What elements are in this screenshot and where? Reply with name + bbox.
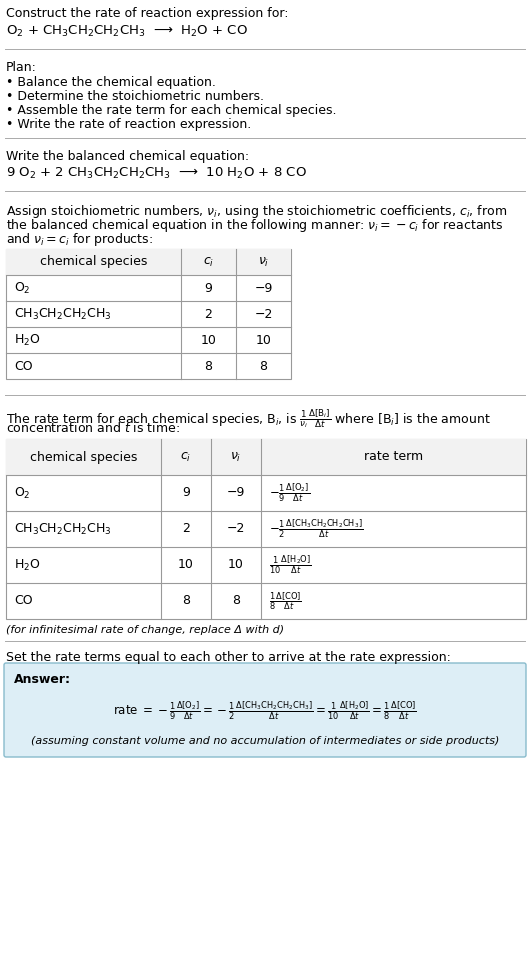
Text: O$_2$: O$_2$ xyxy=(14,280,31,296)
Text: 2: 2 xyxy=(182,522,190,536)
Text: 9: 9 xyxy=(205,281,213,295)
Text: CH$_3$CH$_2$CH$_2$CH$_3$: CH$_3$CH$_2$CH$_2$CH$_3$ xyxy=(14,306,112,321)
Text: $\frac{1}{10}\frac{\Delta[\mathrm{H_2O}]}{\Delta t}$: $\frac{1}{10}\frac{\Delta[\mathrm{H_2O}]… xyxy=(269,553,312,576)
Text: • Write the rate of reaction expression.: • Write the rate of reaction expression. xyxy=(6,118,251,131)
Text: rate term: rate term xyxy=(364,451,423,464)
Text: • Balance the chemical equation.: • Balance the chemical equation. xyxy=(6,76,216,89)
Text: CO: CO xyxy=(14,359,33,373)
Text: Assign stoichiometric numbers, $\nu_i$, using the stoichiometric coefficients, $: Assign stoichiometric numbers, $\nu_i$, … xyxy=(6,203,507,220)
Text: 8: 8 xyxy=(260,359,268,373)
Text: $\nu_i$: $\nu_i$ xyxy=(258,256,269,268)
Text: $c_i$: $c_i$ xyxy=(203,256,214,268)
Bar xyxy=(6,249,291,275)
Text: chemical species: chemical species xyxy=(30,451,137,464)
Text: concentration and $t$ is time:: concentration and $t$ is time: xyxy=(6,421,180,435)
Text: Set the rate terms equal to each other to arrive at the rate expression:: Set the rate terms equal to each other t… xyxy=(6,651,451,664)
Text: (for infinitesimal rate of change, replace Δ with d): (for infinitesimal rate of change, repla… xyxy=(6,625,284,635)
Bar xyxy=(6,439,526,619)
Text: $-\frac{1}{9}\frac{\Delta[\mathrm{O_2}]}{\Delta t}$: $-\frac{1}{9}\frac{\Delta[\mathrm{O_2}]}… xyxy=(269,482,310,505)
Text: −9: −9 xyxy=(227,486,245,500)
Text: CH$_3$CH$_2$CH$_2$CH$_3$: CH$_3$CH$_2$CH$_2$CH$_3$ xyxy=(14,521,112,537)
Text: Write the balanced chemical equation:: Write the balanced chemical equation: xyxy=(6,150,249,163)
Text: H$_2$O: H$_2$O xyxy=(14,557,41,573)
Text: the balanced chemical equation in the following manner: $\nu_i = -c_i$ for react: the balanced chemical equation in the fo… xyxy=(6,217,503,234)
Bar xyxy=(6,439,526,475)
Text: O$_2$: O$_2$ xyxy=(14,485,31,501)
Text: 2: 2 xyxy=(205,307,213,320)
Text: 10: 10 xyxy=(228,558,244,572)
Text: H$_2$O: H$_2$O xyxy=(14,333,41,347)
Text: Plan:: Plan: xyxy=(6,61,37,74)
Text: Construct the rate of reaction expression for:: Construct the rate of reaction expressio… xyxy=(6,7,288,20)
Text: and $\nu_i = c_i$ for products:: and $\nu_i = c_i$ for products: xyxy=(6,231,153,248)
Text: rate $= -\frac{1}{9}\frac{\Delta[\mathrm{O_2}]}{\Delta t} = -\frac{1}{2}\frac{\D: rate $= -\frac{1}{9}\frac{\Delta[\mathrm… xyxy=(113,700,417,722)
Bar xyxy=(6,249,291,379)
Text: −9: −9 xyxy=(254,281,273,295)
Text: 8: 8 xyxy=(182,594,190,607)
Text: 10: 10 xyxy=(255,334,271,346)
Text: 8: 8 xyxy=(205,359,213,373)
Text: Answer:: Answer: xyxy=(14,673,71,686)
Text: chemical species: chemical species xyxy=(40,256,147,268)
Text: 10: 10 xyxy=(200,334,216,346)
Text: −2: −2 xyxy=(254,307,273,320)
Text: (assuming constant volume and no accumulation of intermediates or side products): (assuming constant volume and no accumul… xyxy=(31,736,499,746)
Text: 10: 10 xyxy=(178,558,194,572)
FancyBboxPatch shape xyxy=(4,663,526,757)
Text: $c_i$: $c_i$ xyxy=(180,451,192,464)
Text: 9 O$_2$ + 2 CH$_3$CH$_2$CH$_2$CH$_3$  ⟶  10 H$_2$O + 8 CO: 9 O$_2$ + 2 CH$_3$CH$_2$CH$_2$CH$_3$ ⟶ 1… xyxy=(6,166,307,182)
Text: $\frac{1}{8}\frac{\Delta[\mathrm{CO}]}{\Delta t}$: $\frac{1}{8}\frac{\Delta[\mathrm{CO}]}{\… xyxy=(269,590,302,612)
Text: −2: −2 xyxy=(227,522,245,536)
Text: • Assemble the rate term for each chemical species.: • Assemble the rate term for each chemic… xyxy=(6,104,337,117)
Text: The rate term for each chemical species, B$_i$, is $\frac{1}{\nu_i}\frac{\Delta[: The rate term for each chemical species,… xyxy=(6,407,491,429)
Text: • Determine the stoichiometric numbers.: • Determine the stoichiometric numbers. xyxy=(6,90,264,103)
Text: CO: CO xyxy=(14,594,33,607)
Text: $\nu_i$: $\nu_i$ xyxy=(231,451,242,464)
Text: O$_2$ + CH$_3$CH$_2$CH$_2$CH$_3$  ⟶  H$_2$O + CO: O$_2$ + CH$_3$CH$_2$CH$_2$CH$_3$ ⟶ H$_2$… xyxy=(6,24,248,39)
Text: 8: 8 xyxy=(232,594,240,607)
Text: 9: 9 xyxy=(182,486,190,500)
Text: $-\frac{1}{2}\frac{\Delta[\mathrm{CH_3CH_2CH_2CH_3}]}{\Delta t}$: $-\frac{1}{2}\frac{\Delta[\mathrm{CH_3CH… xyxy=(269,518,363,541)
